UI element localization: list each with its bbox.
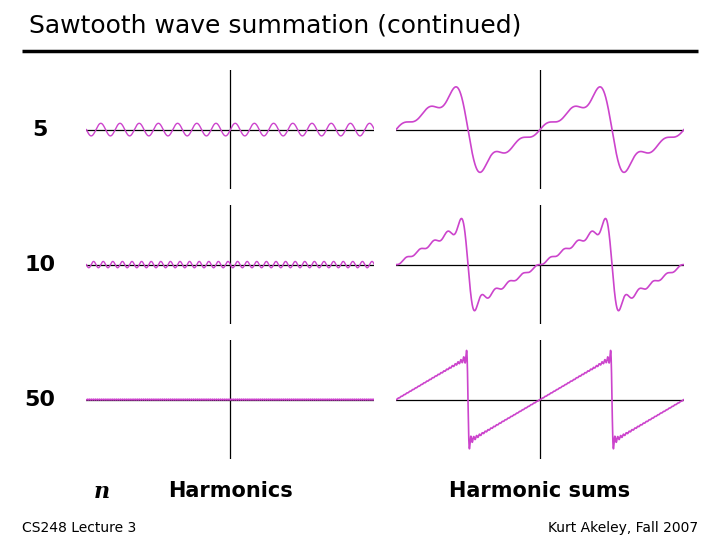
Text: Harmonics: Harmonics [168,481,293,501]
Text: CS248 Lecture 3: CS248 Lecture 3 [22,521,136,535]
Text: 5: 5 [32,119,48,140]
Text: Kurt Akeley, Fall 2007: Kurt Akeley, Fall 2007 [548,521,698,535]
Text: 50: 50 [24,389,55,410]
Text: Harmonic sums: Harmonic sums [449,481,631,501]
Text: 10: 10 [24,254,55,275]
Text: n: n [94,481,109,503]
Text: Sawtooth wave summation (continued): Sawtooth wave summation (continued) [29,14,521,38]
